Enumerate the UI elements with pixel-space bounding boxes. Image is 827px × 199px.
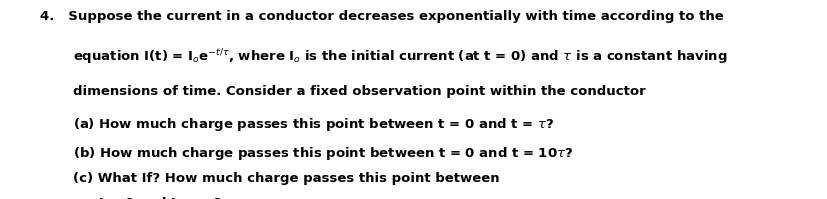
Text: (b) How much charge passes this point between t = 0 and t = 10$\tau$?: (b) How much charge passes this point be… [73,145,573,162]
Text: equation I(t) = I$_o$e$^{-t/\tau}$, where I$_o$ is the initial current (at t = 0: equation I(t) = I$_o$e$^{-t/\tau}$, wher… [73,48,727,67]
Text: dimensions of time. Consider a fixed observation point within the conductor: dimensions of time. Consider a fixed obs… [73,85,646,98]
Text: 4.   Suppose the current in a conductor decreases exponentially with time accord: 4. Suppose the current in a conductor de… [40,10,724,23]
Text: (a) How much charge passes this point between t = 0 and t = $\tau$?: (a) How much charge passes this point be… [73,116,554,133]
Text: (c) What If? How much charge passes this point between: (c) What If? How much charge passes this… [73,172,500,185]
Text: t = 0 and t = $\infty$ ?: t = 0 and t = $\infty$ ? [98,196,222,199]
